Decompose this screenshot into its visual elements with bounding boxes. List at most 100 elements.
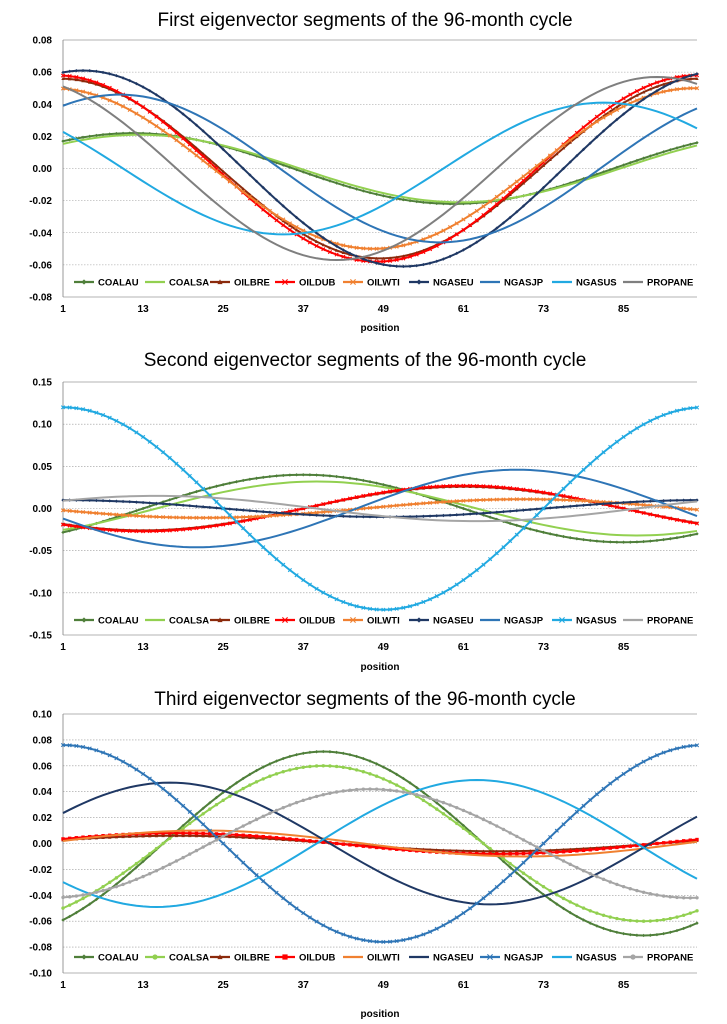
legend-item-oilwti: OILWTI: [343, 278, 400, 289]
x-tick-label: 73: [538, 642, 550, 653]
legend-item-ngasjp: NGASJP: [480, 616, 544, 627]
series-ngasus: [62, 779, 698, 908]
series-line: [62, 101, 698, 236]
x-tick-label: 1: [60, 980, 66, 991]
y-tick-label: 0.04: [33, 787, 53, 798]
series-markers: [60, 405, 700, 612]
y-tick-label: -0.04: [29, 228, 52, 239]
x-tick-label: 85: [618, 642, 630, 653]
y-tick-label: 0.00: [33, 164, 53, 175]
legend-label: COALAU: [98, 953, 139, 964]
series-line: [62, 788, 698, 899]
y-tick-label: 0.10: [33, 420, 53, 431]
series-oilwti: [60, 497, 700, 520]
x-tick-label: 49: [378, 980, 390, 991]
x-axis-label: position: [361, 662, 400, 673]
y-tick-label: -0.02: [29, 865, 52, 876]
y-tick-label: -0.02: [29, 196, 52, 207]
y-tick-label: -0.08: [29, 943, 52, 954]
series-markers: [60, 742, 700, 945]
legend-label: COALAU: [98, 278, 139, 289]
y-tick-label: 0.06: [33, 68, 53, 79]
y-tick-label: -0.10: [29, 969, 52, 980]
series-ngasjp: [62, 468, 698, 549]
legend-label: NGASJP: [504, 616, 544, 627]
legend-label: COALSA: [169, 278, 209, 289]
chart-title: Second eigenvector segments of the 96-mo…: [144, 350, 587, 371]
legend-item-coalau: COALAU: [74, 616, 139, 627]
legend-label: OILWTI: [367, 953, 400, 964]
x-tick-label: 25: [218, 980, 230, 991]
legend-label: OILWTI: [367, 278, 400, 289]
y-tick-label: 0.00: [33, 839, 53, 850]
y-tick-label: 0.00: [33, 504, 53, 515]
series-ngasjp: [60, 742, 700, 945]
x-tick-label: 73: [538, 980, 550, 991]
series-ngasus: [60, 405, 700, 612]
legend-item-coalau: COALAU: [74, 953, 139, 964]
legend-label: COALAU: [98, 616, 139, 627]
x-tick-label: 61: [458, 642, 470, 653]
legend-item-oilbre: OILBRE: [210, 616, 270, 627]
legend-label: PROPANE: [647, 278, 693, 289]
legend-item-oildub: OILDUB: [275, 616, 336, 627]
legend-label: PROPANE: [647, 616, 693, 627]
series-oilwti: [60, 86, 700, 251]
legend-item-ngasjp: NGASJP: [480, 278, 544, 289]
x-tick-label: 1: [60, 304, 66, 315]
y-tick-label: -0.05: [29, 546, 52, 557]
series-line: [62, 75, 698, 262]
y-tick-label: 0.06: [33, 761, 53, 772]
chart-title: Third eigenvector segments of the 96-mon…: [154, 689, 575, 710]
x-axis-label: position: [361, 1009, 400, 1020]
second-eigenvector-chart: Second eigenvector segments of the 96-mo…: [29, 350, 700, 673]
y-tick-label: -0.10: [29, 588, 52, 599]
series-ngaseu: [62, 781, 698, 906]
series-coalsa: [61, 764, 699, 923]
legend-label: COALSA: [169, 953, 209, 964]
x-tick-label: 85: [618, 304, 630, 315]
series-line: [62, 480, 698, 537]
x-tick-label: 37: [298, 304, 310, 315]
series-oilwti: [62, 829, 698, 858]
y-tick-label: -0.06: [29, 260, 52, 271]
legend-item-oilbre: OILBRE: [210, 278, 270, 289]
y-tick-label: 0.05: [33, 462, 53, 473]
series-line: [62, 93, 698, 244]
legend-item-ngasus: NGASUS: [552, 278, 617, 289]
y-tick-label: -0.15: [29, 631, 52, 642]
series-markers: [61, 787, 699, 900]
x-tick-label: 49: [378, 642, 390, 653]
series-markers: [61, 764, 699, 923]
legend-item-coalsa: COALSA: [145, 278, 209, 289]
y-tick-label: -0.04: [29, 891, 52, 902]
series-ngasjp: [62, 93, 698, 244]
series-line: [62, 494, 698, 523]
legend-item-propane: PROPANE: [623, 278, 693, 289]
y-tick-label: 0.08: [33, 36, 53, 47]
series-ngasus: [62, 101, 698, 236]
legend-label: NGASUS: [576, 278, 617, 289]
legend-label: NGASUS: [576, 616, 617, 627]
series-propane: [61, 787, 699, 900]
legend-item-ngaseu: NGASEU: [409, 953, 474, 964]
legend-item-ngaseu: NGASEU: [409, 278, 474, 289]
series-propane: [62, 75, 698, 262]
first-eigenvector-chart: First eigenvector segments of the 96-mon…: [29, 10, 700, 334]
legend-item-propane: PROPANE: [623, 616, 693, 627]
legend-item-oildub: OILDUB: [275, 953, 336, 964]
x-tick-label: 37: [298, 980, 310, 991]
legend-label: NGASJP: [504, 278, 544, 289]
legend-item-ngasus: NGASUS: [552, 616, 617, 627]
legend-item-coalsa: COALSA: [145, 953, 209, 964]
x-tick-label: 25: [218, 304, 230, 315]
series-markers: [61, 68, 699, 269]
series-propane: [62, 494, 698, 523]
y-tick-label: -0.08: [29, 293, 52, 304]
series-markers: [60, 497, 700, 520]
x-tick-label: 13: [138, 642, 150, 653]
x-axis-label: position: [361, 323, 400, 334]
legend-item-coalsa: COALSA: [145, 616, 209, 627]
legend-item-ngasus: NGASUS: [552, 953, 617, 964]
x-tick-label: 13: [138, 980, 150, 991]
